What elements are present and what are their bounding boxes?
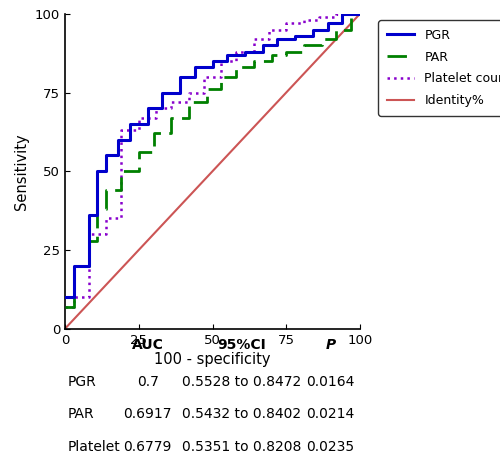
X-axis label: 100 - specificity: 100 - specificity [154,352,271,367]
Text: 0.6917: 0.6917 [124,408,172,421]
Text: 0.0214: 0.0214 [306,408,354,421]
Text: 0.7: 0.7 [136,375,158,389]
Text: AUC: AUC [132,338,164,353]
Text: 0.0235: 0.0235 [306,440,354,454]
Text: P: P [326,338,336,353]
Y-axis label: Sensitivity: Sensitivity [14,133,30,210]
Text: 0.0164: 0.0164 [306,375,354,389]
Legend: PGR, PAR, Platelet count, Identity%: PGR, PAR, Platelet count, Identity% [378,20,500,116]
Text: 95%CI: 95%CI [218,338,266,353]
Text: 0.5432 to 0.8402: 0.5432 to 0.8402 [182,408,302,421]
Text: 0.5528 to 0.8472: 0.5528 to 0.8472 [182,375,302,389]
Text: Platelet: Platelet [68,440,120,454]
Text: PAR: PAR [68,408,94,421]
Text: PGR: PGR [68,375,96,389]
Text: 0.5351 to 0.8208: 0.5351 to 0.8208 [182,440,302,454]
Text: 0.6779: 0.6779 [124,440,172,454]
